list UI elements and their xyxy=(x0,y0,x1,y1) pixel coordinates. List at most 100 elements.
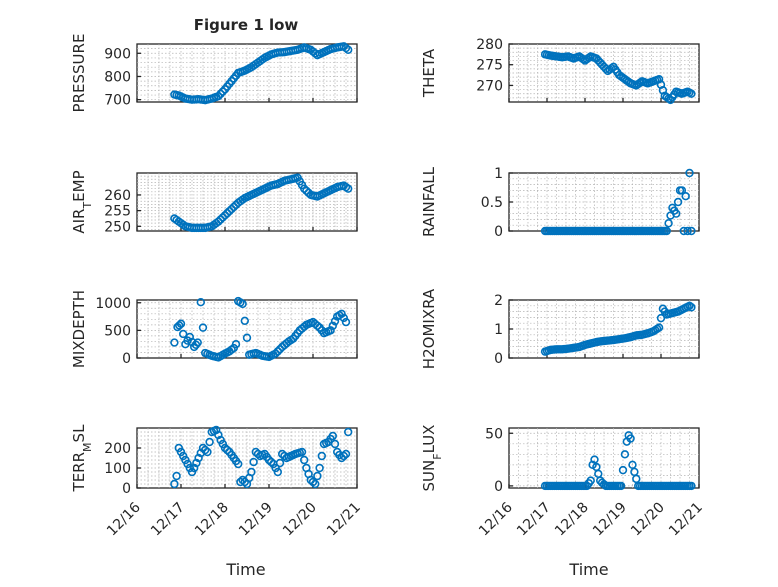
data-point xyxy=(205,437,214,447)
data-point xyxy=(344,427,353,437)
data-point xyxy=(198,323,208,332)
y-tick-label: 0 xyxy=(494,479,503,495)
data-point xyxy=(341,449,351,459)
data-point xyxy=(185,332,195,342)
data-point xyxy=(683,226,692,236)
data-point xyxy=(218,87,228,96)
data-point xyxy=(344,184,353,193)
subplot-2: 270 275 280 THETA xyxy=(420,37,700,105)
y-axis-label: AIRTEMP xyxy=(70,170,94,233)
data-point xyxy=(317,451,326,461)
data-point xyxy=(300,184,309,193)
data-point xyxy=(247,467,256,477)
data-point xyxy=(227,204,236,214)
data-point xyxy=(687,303,696,312)
data-point xyxy=(300,455,309,465)
data-point xyxy=(172,471,181,481)
data-point xyxy=(656,313,666,323)
x-tick-label: 12/19 xyxy=(590,500,630,540)
data-point xyxy=(313,471,322,481)
data-point xyxy=(170,338,179,347)
y-tick-label: 275 xyxy=(476,58,503,74)
data-point xyxy=(328,431,337,441)
y-tick-label: 0 xyxy=(122,351,131,367)
data-point xyxy=(664,219,673,228)
data-point xyxy=(339,451,348,461)
data-point xyxy=(201,445,210,455)
data-point xyxy=(192,458,201,468)
data-point xyxy=(271,349,280,358)
data-point xyxy=(176,319,186,328)
data-point xyxy=(170,479,179,489)
x-tick-label: 12/16 xyxy=(104,499,144,539)
y-tick-label: 100 xyxy=(104,461,131,477)
data-point xyxy=(620,450,630,459)
y-tick-label: 250 xyxy=(104,219,131,235)
y-tick-label: 1 xyxy=(494,322,503,338)
data-point xyxy=(225,206,234,216)
data-point xyxy=(687,481,696,491)
y-tick-label: 0 xyxy=(122,481,131,497)
subplot-4: 0 0.5 1 RAINFALL xyxy=(420,166,700,240)
data-point xyxy=(685,168,694,178)
y-tick-label: 200 xyxy=(104,441,131,457)
data-point xyxy=(341,317,351,327)
data-point xyxy=(681,192,690,201)
data-point xyxy=(616,481,626,491)
data-point xyxy=(313,321,322,330)
data-point xyxy=(297,447,307,457)
y-tick-label: 255 xyxy=(104,204,131,220)
data-point xyxy=(618,465,628,475)
data-point xyxy=(330,316,340,326)
data-point xyxy=(193,338,202,347)
data-point xyxy=(590,455,599,464)
data-point xyxy=(203,447,212,457)
data-point xyxy=(214,430,223,440)
x-axis-label-right: Time xyxy=(568,560,608,579)
data-point xyxy=(273,467,282,477)
data-point xyxy=(223,445,232,455)
data-point xyxy=(677,186,687,195)
data-point xyxy=(216,89,225,99)
data-point xyxy=(308,477,318,487)
y-tick-label: 280 xyxy=(476,37,503,53)
data-point xyxy=(601,64,611,74)
data-point xyxy=(273,347,282,356)
x-tick-label: 12/19 xyxy=(236,500,276,540)
data-point xyxy=(229,202,239,212)
y-tick-label: 1 xyxy=(494,166,503,182)
y-axis-label: PRESSURE xyxy=(70,34,88,113)
data-point xyxy=(679,226,688,236)
data-point xyxy=(275,458,285,468)
data-point xyxy=(194,453,203,463)
data-point xyxy=(238,299,247,309)
y-tick-label: 700 xyxy=(104,93,131,109)
data-point xyxy=(673,197,683,207)
subplot-1: 700 800 900 PRESSURE xyxy=(70,34,358,113)
data-point xyxy=(339,313,348,323)
data-point xyxy=(267,457,276,467)
data-point xyxy=(654,323,664,332)
y-tick-label: 0.5 xyxy=(481,195,503,211)
figure-title: Figure 1 low xyxy=(194,16,299,34)
data-point xyxy=(328,321,337,330)
data-point xyxy=(302,186,311,195)
y-tick-label: 50 xyxy=(485,426,503,442)
data-point xyxy=(175,321,184,330)
x-tick-label: 12/20 xyxy=(628,500,668,540)
data-point xyxy=(212,425,221,435)
data-point xyxy=(326,326,335,335)
y-axis-label: MIXDEPTH xyxy=(70,290,88,368)
y-axis-label: SUNFLUX xyxy=(420,425,444,492)
data-point xyxy=(249,457,258,467)
x-tick-label: 12/21 xyxy=(324,500,364,540)
x-tick-label: 12/17 xyxy=(148,500,188,540)
data-point xyxy=(685,301,694,310)
y-tick-label: 270 xyxy=(476,78,503,94)
data-point xyxy=(231,339,241,349)
y-tick-label: 800 xyxy=(104,69,131,85)
y-tick-label: 900 xyxy=(104,46,131,62)
data-point xyxy=(311,479,320,489)
